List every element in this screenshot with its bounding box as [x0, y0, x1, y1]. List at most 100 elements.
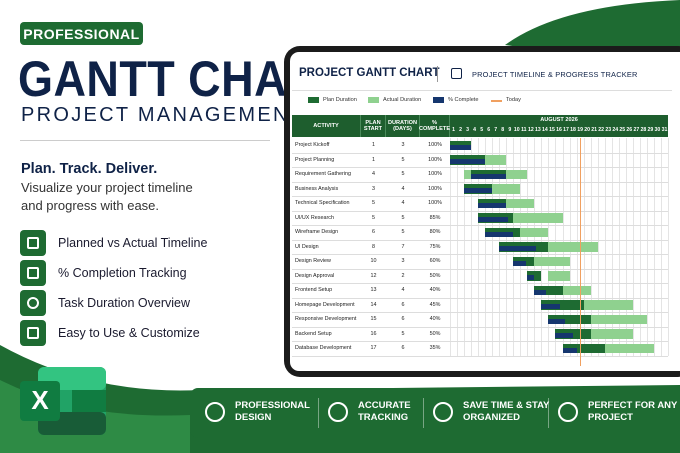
calendar-icon	[451, 68, 462, 79]
complete-bar	[478, 202, 507, 208]
row-line	[292, 326, 668, 327]
duration: 5	[401, 171, 405, 178]
day-label: 3	[466, 127, 470, 133]
row-line	[292, 312, 668, 313]
day-label: 30	[654, 127, 661, 133]
feature-text: Task Duration Overview	[58, 296, 190, 310]
complete: 80%	[429, 229, 441, 236]
icon-glyph	[27, 297, 39, 309]
actual-bar	[492, 213, 563, 223]
row-line	[292, 297, 668, 298]
divider	[20, 140, 270, 141]
day-label: 7	[494, 127, 498, 133]
grid-line	[660, 138, 662, 356]
complete-bar	[541, 304, 561, 310]
grid-line	[464, 138, 465, 356]
legend-label: Actual Duration	[383, 97, 422, 103]
day-label: 1	[452, 127, 455, 133]
today-line	[580, 138, 582, 366]
actual-bar	[569, 314, 647, 324]
grid-line	[457, 138, 458, 356]
actual-bar	[513, 242, 598, 252]
activity: Design Review	[295, 258, 331, 265]
activity: Design Approval	[295, 272, 335, 279]
legend-swatch	[308, 97, 319, 103]
duration: 4	[401, 185, 405, 192]
complete-bar	[548, 318, 566, 324]
grid-line	[492, 138, 493, 356]
benefit-icon	[433, 402, 453, 422]
row-line	[292, 341, 668, 342]
complete: 100%	[428, 156, 442, 163]
legend-label: % Complete	[448, 97, 479, 103]
day-label: 8	[501, 127, 505, 133]
duration: 6	[401, 345, 405, 352]
row-line	[292, 239, 668, 240]
excel-logo: X	[20, 367, 106, 435]
activity: UI Design	[295, 243, 319, 250]
day-label: 13	[535, 127, 541, 133]
plan-start: 5	[372, 214, 375, 221]
row-line	[292, 196, 668, 197]
plan-start: 17	[370, 345, 377, 352]
day-label: 23	[605, 127, 612, 133]
row-line	[292, 210, 668, 211]
duration: 2	[401, 272, 405, 279]
day-label: 31	[661, 127, 668, 133]
plan-start: 8	[372, 243, 375, 250]
separator	[318, 398, 319, 428]
duration: 3	[401, 258, 405, 265]
complete-bar	[562, 347, 578, 353]
complete-bar	[478, 217, 508, 223]
complete-bar	[555, 333, 574, 339]
benefit-text: PROFESSIONAL DESIGN	[235, 400, 310, 423]
feature-text: Easy to Use & Customize	[58, 326, 200, 340]
separator	[548, 398, 549, 428]
column-header: ACTIVITY	[292, 115, 361, 137]
grid-line	[625, 138, 627, 356]
legend-label: Plan Duration	[323, 97, 357, 103]
actual-bar	[562, 300, 633, 310]
complete: 75%	[429, 243, 441, 250]
complete: 35%	[429, 345, 441, 352]
complete: 100%	[428, 171, 442, 178]
feature-text: % Completion Tracking	[58, 266, 187, 280]
month-label: AUGUST 2026	[540, 116, 578, 123]
icon-glyph	[27, 237, 39, 249]
activity: Backend Setup	[295, 330, 332, 337]
duration: 4	[401, 287, 405, 294]
complete: 40%	[429, 316, 441, 323]
sheet: PROJECT GANTT CHART PROJECT TIMELINE & PR…	[290, 52, 680, 371]
divider	[437, 66, 438, 82]
day-label: 20	[584, 127, 591, 133]
activity: Requirement Gathering	[295, 171, 352, 178]
day-label: 25	[619, 127, 626, 133]
plan-start: 12	[370, 272, 377, 279]
duration: 3	[401, 142, 405, 149]
complete-bar	[450, 144, 472, 150]
actual-bar	[555, 285, 591, 295]
day-label: 22	[598, 127, 605, 133]
activity: Database Development	[295, 345, 352, 352]
day-label: 6	[487, 127, 491, 133]
badge: PROFESSIONAL	[20, 22, 143, 45]
duration: 7	[401, 243, 405, 250]
column-header: % COMPLETE	[419, 115, 450, 137]
day-label: 24	[612, 127, 619, 133]
complete: 50%	[429, 330, 441, 337]
duration: 6	[401, 316, 405, 323]
plan-start: 1	[372, 156, 375, 163]
svg-text:X: X	[31, 385, 49, 415]
separator	[423, 398, 424, 428]
actual-bar	[499, 227, 549, 237]
plan-start: 16	[370, 330, 377, 337]
duration: 5	[401, 156, 405, 163]
row-line	[292, 167, 668, 168]
day-label: 16	[556, 127, 562, 133]
complete: 100%	[428, 185, 442, 192]
sheet-note: PROJECT TIMELINE & PROGRESS TRACKER	[472, 70, 638, 79]
row-line	[292, 283, 668, 284]
duration: 5	[401, 229, 405, 236]
grid-line	[450, 138, 451, 356]
